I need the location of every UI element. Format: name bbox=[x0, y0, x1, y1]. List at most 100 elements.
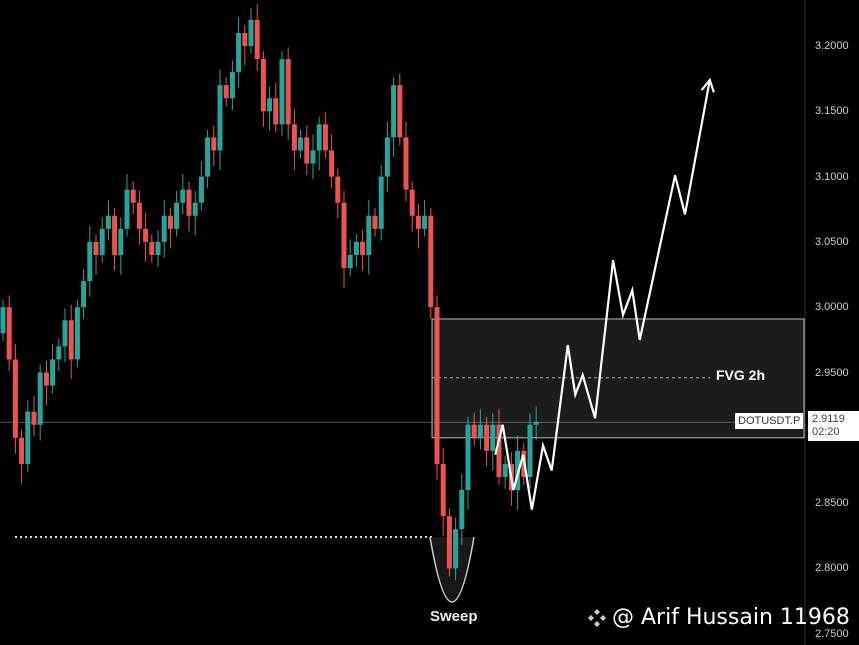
price-tick: 2.9500 bbox=[815, 366, 849, 379]
candle-body bbox=[341, 202, 347, 269]
price-tick: 2.8000 bbox=[815, 562, 849, 575]
candle-body bbox=[459, 490, 465, 530]
candle-body bbox=[285, 59, 291, 125]
countdown: 02:20 bbox=[812, 426, 840, 438]
candle-body bbox=[372, 215, 378, 229]
candle-body bbox=[440, 463, 446, 517]
candle-body bbox=[403, 137, 409, 190]
candle-body bbox=[273, 98, 279, 125]
candle-body bbox=[74, 307, 80, 360]
candle-body bbox=[360, 241, 366, 255]
candle-body bbox=[533, 422, 539, 425]
candle-body bbox=[279, 59, 285, 125]
price-tick: 3.0500 bbox=[815, 235, 849, 248]
candle-body bbox=[484, 424, 490, 451]
candle-body bbox=[192, 202, 198, 216]
price-tick: 2.8500 bbox=[815, 497, 849, 510]
candle-body bbox=[347, 254, 353, 269]
candle-body bbox=[329, 150, 335, 177]
candle-body bbox=[186, 189, 192, 216]
candle-body bbox=[248, 19, 254, 46]
candle-body bbox=[87, 241, 93, 282]
price-tick: 3.0000 bbox=[815, 301, 849, 314]
candle-body bbox=[93, 241, 99, 255]
candle-body bbox=[304, 137, 310, 164]
candle-body bbox=[105, 215, 111, 229]
candle-body bbox=[155, 241, 161, 255]
candle-body bbox=[223, 85, 229, 99]
fvg-label: FVG 2h bbox=[716, 367, 766, 383]
watermark: @ Arif Hussain 11968 bbox=[586, 605, 850, 630]
candle-body bbox=[316, 124, 322, 151]
candle-body bbox=[422, 215, 428, 229]
candle-body bbox=[12, 359, 18, 438]
candle-body bbox=[527, 424, 533, 477]
candle-body bbox=[310, 150, 316, 164]
candle-body bbox=[118, 228, 124, 255]
candle-body bbox=[143, 228, 149, 242]
candle-body bbox=[415, 215, 421, 229]
candle-body bbox=[502, 463, 508, 477]
candle-body bbox=[25, 411, 31, 464]
candle-body bbox=[260, 59, 266, 112]
candle-body bbox=[229, 72, 235, 99]
price-tick: 3.1500 bbox=[815, 105, 849, 118]
candle-body bbox=[37, 372, 43, 425]
candle-body bbox=[366, 215, 372, 255]
price-tick: 2.7500 bbox=[815, 627, 849, 640]
candle-body bbox=[378, 176, 384, 229]
candle-body bbox=[490, 424, 496, 451]
candle-body bbox=[43, 372, 49, 386]
binance-logo-icon bbox=[588, 608, 606, 627]
candle-body bbox=[434, 307, 440, 464]
candle-body bbox=[267, 98, 273, 112]
candle-body bbox=[180, 189, 186, 203]
candle-body bbox=[149, 241, 155, 255]
candle-body bbox=[291, 124, 297, 151]
projection-path bbox=[494, 79, 711, 510]
candle-body bbox=[68, 320, 74, 360]
price-tick: 3.2000 bbox=[815, 40, 849, 52]
candle-body bbox=[515, 450, 521, 491]
candle-body bbox=[446, 516, 452, 569]
candle-body bbox=[136, 202, 142, 229]
candle-body bbox=[99, 228, 105, 255]
watermark-text: @ Arif Hussain 11968 bbox=[612, 605, 850, 630]
candle-body bbox=[428, 215, 434, 308]
candle-body bbox=[174, 202, 180, 229]
projection-arrowhead bbox=[700, 77, 715, 93]
candle-body bbox=[198, 176, 204, 203]
candle-body bbox=[56, 346, 62, 360]
candle-body bbox=[6, 307, 12, 360]
candle-body bbox=[0, 307, 6, 334]
candle-body bbox=[242, 32, 248, 46]
candle-body bbox=[391, 85, 397, 138]
candle-body bbox=[335, 176, 341, 203]
candle-body bbox=[397, 85, 403, 138]
candle-body bbox=[236, 32, 242, 73]
sweep-highlight bbox=[429, 536, 475, 603]
current-price: 2.9119 bbox=[812, 413, 845, 425]
candle-body bbox=[353, 241, 359, 255]
candle-body bbox=[477, 424, 483, 438]
candle-body bbox=[465, 424, 471, 491]
candle-body bbox=[471, 424, 477, 438]
candle-body bbox=[409, 189, 415, 216]
candle-body bbox=[31, 411, 37, 425]
candle-body bbox=[19, 437, 25, 464]
symbol-label: DOTUSDT.P bbox=[735, 413, 804, 429]
candle-body bbox=[124, 189, 130, 229]
candle-body bbox=[254, 19, 260, 60]
candle-body bbox=[130, 189, 136, 203]
candle-body bbox=[62, 320, 68, 347]
candle-body bbox=[81, 281, 87, 308]
candle-body bbox=[167, 215, 173, 229]
candle-body bbox=[217, 85, 223, 151]
candle-body bbox=[496, 424, 502, 477]
candle-body bbox=[453, 529, 459, 569]
candle-body bbox=[384, 137, 390, 177]
candle-body bbox=[298, 137, 304, 151]
candle-body bbox=[161, 215, 167, 242]
candle-body bbox=[205, 137, 211, 177]
